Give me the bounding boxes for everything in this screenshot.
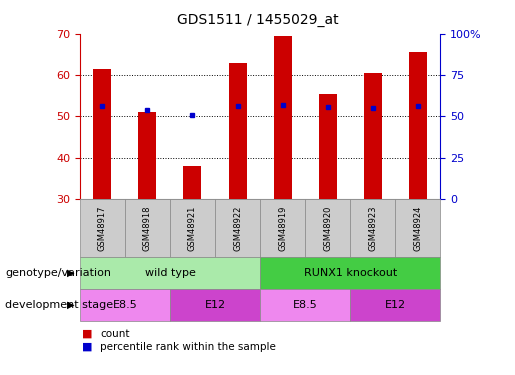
Text: count: count <box>100 329 130 339</box>
Text: ■: ■ <box>82 329 93 339</box>
Text: genotype/variation: genotype/variation <box>5 268 111 278</box>
Text: E12: E12 <box>204 300 226 310</box>
Bar <box>139 112 157 199</box>
Bar <box>229 63 247 199</box>
Text: GSM48918: GSM48918 <box>143 205 152 251</box>
Bar <box>409 53 427 199</box>
Text: GSM48919: GSM48919 <box>278 205 287 251</box>
Text: GSM48923: GSM48923 <box>368 205 377 251</box>
Text: E12: E12 <box>385 300 406 310</box>
Bar <box>273 36 291 199</box>
Text: GSM48920: GSM48920 <box>323 205 332 251</box>
Text: ■: ■ <box>82 342 93 352</box>
Bar <box>319 94 337 199</box>
Text: GSM48924: GSM48924 <box>414 205 422 251</box>
Text: E8.5: E8.5 <box>112 300 138 310</box>
Bar <box>93 69 111 199</box>
Bar <box>364 73 382 199</box>
Text: GSM48922: GSM48922 <box>233 205 242 251</box>
Text: RUNX1 knockout: RUNX1 knockout <box>303 268 397 278</box>
Text: GSM48921: GSM48921 <box>188 205 197 251</box>
Text: GDS1511 / 1455029_at: GDS1511 / 1455029_at <box>177 13 338 27</box>
Text: GSM48917: GSM48917 <box>98 205 107 251</box>
Text: percentile rank within the sample: percentile rank within the sample <box>100 342 277 352</box>
Text: development stage: development stage <box>5 300 113 310</box>
Text: ▶: ▶ <box>67 300 74 310</box>
Text: E8.5: E8.5 <box>293 300 318 310</box>
Text: wild type: wild type <box>145 268 195 278</box>
Text: ▶: ▶ <box>67 268 74 278</box>
Bar <box>183 166 201 199</box>
